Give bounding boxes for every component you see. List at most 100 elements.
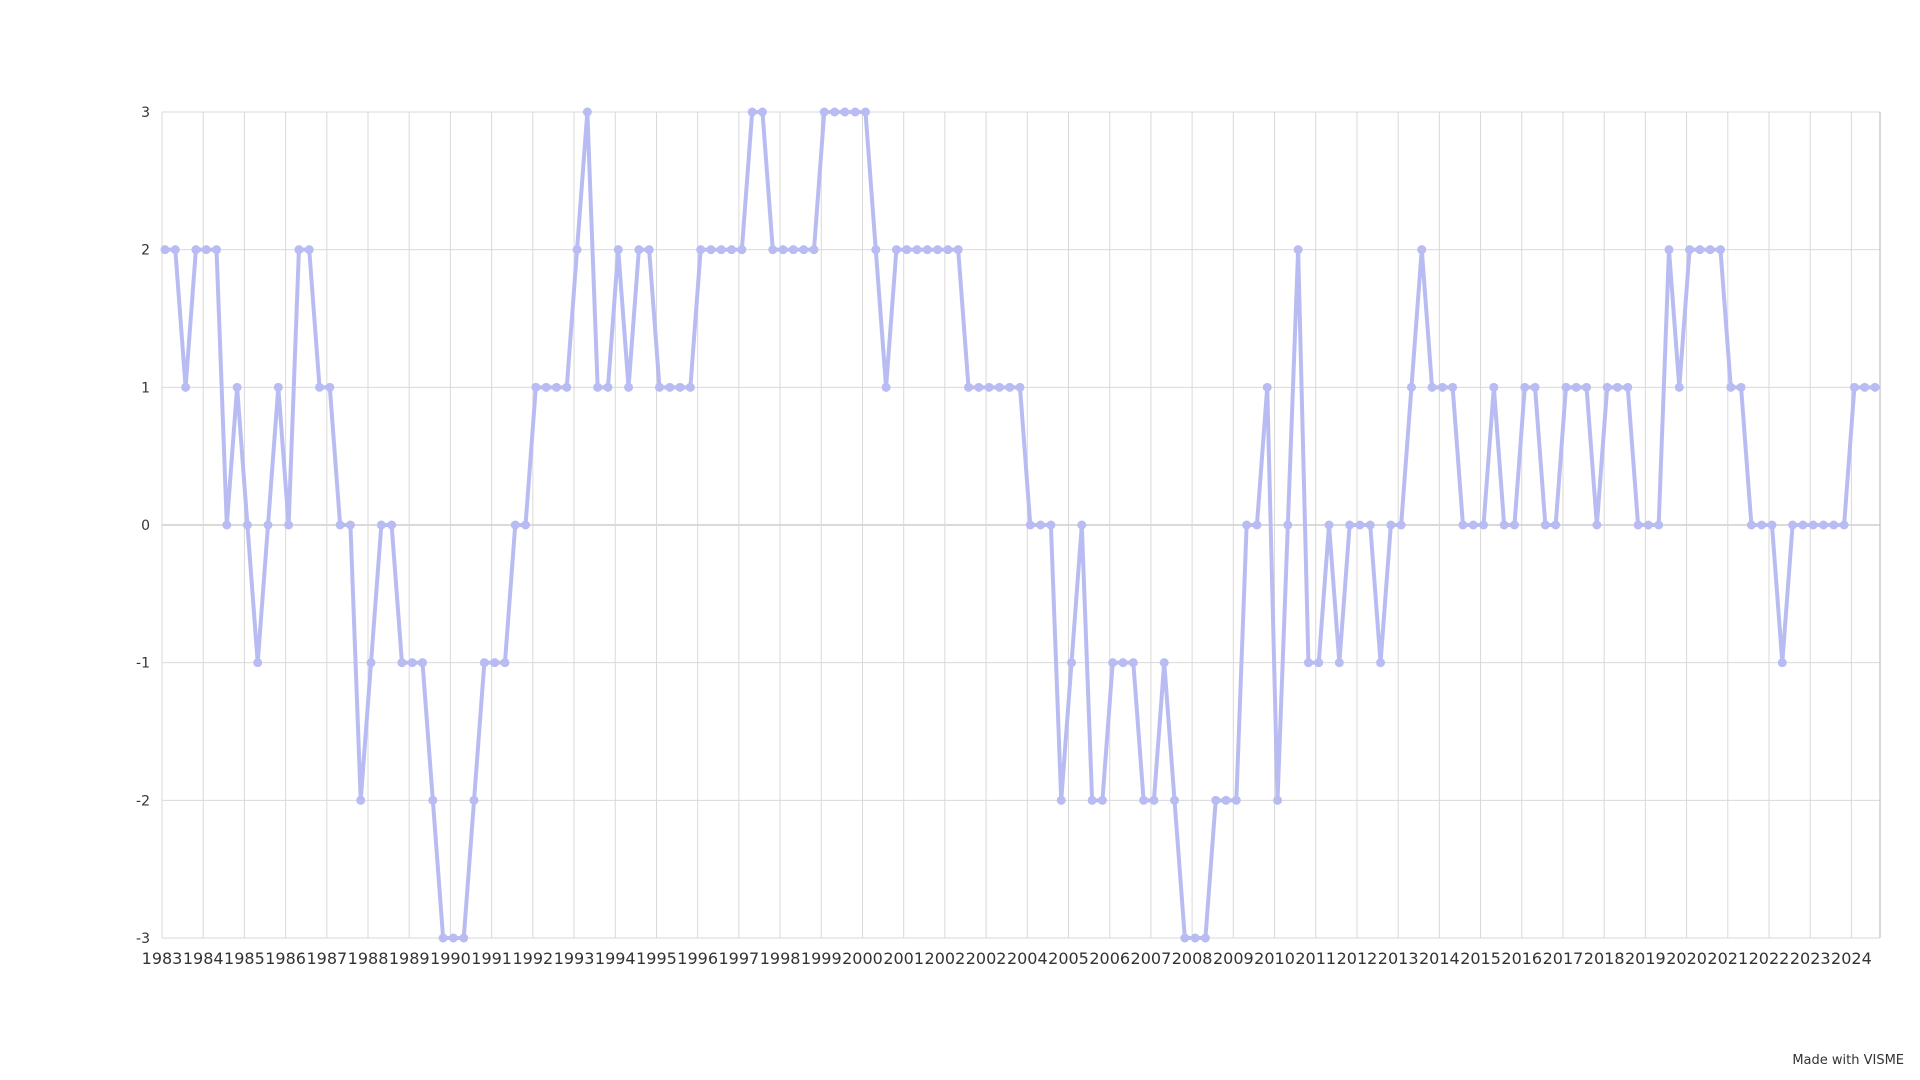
data-point <box>1695 245 1705 255</box>
data-point <box>613 245 623 255</box>
data-point <box>531 382 541 392</box>
x-tick-label: 1994 <box>595 949 636 968</box>
data-point <box>1242 520 1252 530</box>
x-tick-label: 2012 <box>1337 949 1378 968</box>
data-point <box>1561 382 1571 392</box>
x-tick-label: 1997 <box>719 949 760 968</box>
x-tick-label: 2001 <box>883 949 924 968</box>
data-point <box>727 245 737 255</box>
x-tick-label: 2010 <box>1254 949 1295 968</box>
y-tick-label: -3 <box>136 931 150 947</box>
data-point <box>1283 520 1293 530</box>
data-point <box>1489 382 1499 392</box>
data-point <box>1128 658 1138 668</box>
data-point <box>1108 658 1118 668</box>
data-point <box>1417 245 1427 255</box>
data-point <box>1180 933 1190 943</box>
data-point <box>1623 382 1633 392</box>
data-point <box>263 520 273 530</box>
data-point <box>1540 520 1550 530</box>
data-point <box>654 382 664 392</box>
data-point <box>1715 245 1725 255</box>
data-point <box>1757 520 1767 530</box>
data-point <box>1664 245 1674 255</box>
data-point <box>170 245 180 255</box>
data-point <box>1674 382 1684 392</box>
data-point <box>840 107 850 117</box>
data-point <box>160 245 170 255</box>
data-point <box>469 795 479 805</box>
x-tick-label: 1999 <box>801 949 842 968</box>
data-point <box>1571 382 1581 392</box>
data-point <box>253 658 263 668</box>
data-point <box>562 382 572 392</box>
data-point <box>325 382 335 392</box>
data-point <box>510 520 520 530</box>
data-point <box>1252 520 1262 530</box>
data-point <box>1077 520 1087 530</box>
data-point <box>448 933 458 943</box>
data-point <box>1798 520 1808 530</box>
x-tick-label: 2023 <box>1790 949 1831 968</box>
data-point <box>953 245 963 255</box>
data-point <box>1788 520 1798 530</box>
x-tick-label: 2013 <box>1378 949 1419 968</box>
data-point <box>757 107 767 117</box>
x-tick-label: 2020 <box>1666 949 1707 968</box>
x-tick-label: 1991 <box>471 949 512 968</box>
data-point <box>1190 933 1200 943</box>
data-point <box>490 658 500 668</box>
data-point <box>1860 382 1870 392</box>
data-point <box>1211 795 1221 805</box>
data-point <box>1458 520 1468 530</box>
data-point <box>1334 658 1344 668</box>
x-tick-label: 2002 <box>925 949 966 968</box>
data-point <box>356 795 366 805</box>
data-point <box>345 520 355 530</box>
data-point <box>1376 658 1386 668</box>
data-point <box>1396 520 1406 530</box>
data-point <box>1427 382 1437 392</box>
data-point <box>912 245 922 255</box>
data-point <box>974 382 984 392</box>
data-point <box>1345 520 1355 530</box>
data-point <box>1437 382 1447 392</box>
data-point <box>830 107 840 117</box>
data-point <box>644 245 654 255</box>
data-point <box>222 520 232 530</box>
data-point <box>315 382 325 392</box>
x-tick-label: 1996 <box>677 949 718 968</box>
data-point <box>1273 795 1283 805</box>
x-tick-label: 1990 <box>430 949 471 968</box>
data-point <box>1262 382 1272 392</box>
data-points <box>160 107 1880 943</box>
x-tick-label: 2016 <box>1501 949 1542 968</box>
data-point <box>1231 795 1241 805</box>
visme-credit: Made with VISME <box>1792 1053 1904 1068</box>
data-point <box>1499 520 1509 530</box>
x-tick-label: 2007 <box>1131 949 1172 968</box>
data-point <box>242 520 252 530</box>
data-point <box>1314 658 1324 668</box>
data-point <box>1612 382 1622 392</box>
x-tick-label: 2014 <box>1419 949 1460 968</box>
data-point <box>871 245 881 255</box>
data-point <box>418 658 428 668</box>
x-tick-label: 2004 <box>1007 949 1048 968</box>
data-point <box>1530 382 1540 392</box>
data-point <box>1643 520 1653 530</box>
x-axis-ticks: 1983 1984 1985 1986 1987 1988 1989 1990 1991 1992… <box>142 949 1872 968</box>
data-point <box>809 245 819 255</box>
data-point <box>1448 382 1458 392</box>
y-tick-label: 0 <box>141 518 150 534</box>
x-tick-label: 1986 <box>265 949 306 968</box>
x-tick-label: 2022 <box>1749 949 1790 968</box>
data-point <box>428 795 438 805</box>
data-point <box>1849 382 1859 392</box>
data-point <box>366 658 376 668</box>
data-point <box>376 520 386 530</box>
x-tick-label: 2002 <box>966 949 1007 968</box>
x-tick-label: 1998 <box>760 949 801 968</box>
x-tick-label: 2006 <box>1089 949 1130 968</box>
